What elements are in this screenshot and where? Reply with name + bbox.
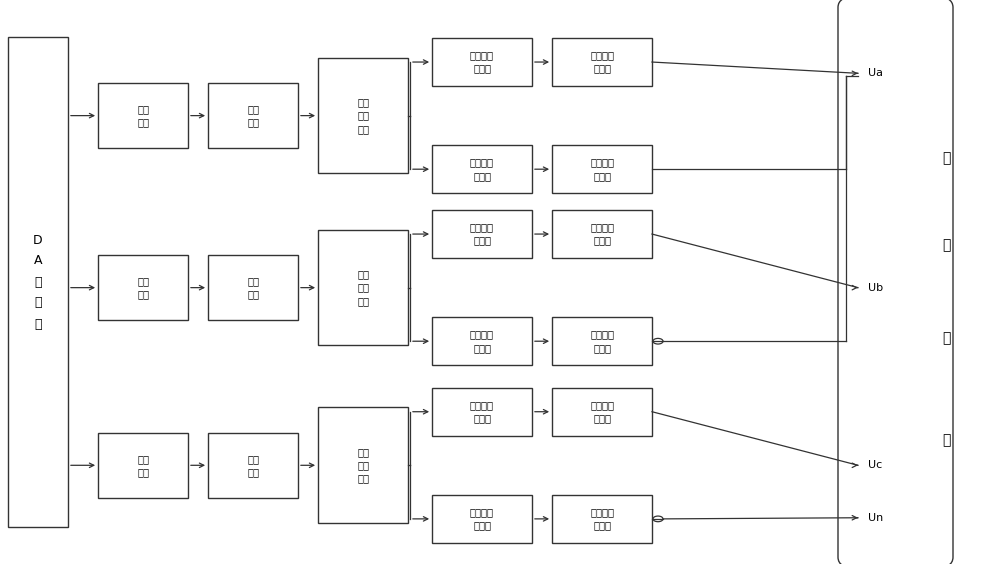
- Text: 第二幅度
放大器: 第二幅度 放大器: [470, 507, 494, 531]
- Bar: [208, 255, 298, 320]
- Text: 桥式
结构
电路: 桥式 结构 电路: [357, 447, 369, 483]
- Text: 第二功率
放大器: 第二功率 放大器: [590, 507, 614, 531]
- FancyBboxPatch shape: [838, 0, 953, 564]
- Text: 隔离
电路: 隔离 电路: [137, 453, 149, 477]
- Text: 第二功率
放大器: 第二功率 放大器: [590, 329, 614, 353]
- Bar: [318, 230, 408, 345]
- Text: Uc: Uc: [868, 460, 882, 470]
- Text: 第二幅度
放大器: 第二幅度 放大器: [470, 157, 494, 181]
- Bar: [432, 388, 532, 435]
- Text: 调理
电路: 调理 电路: [247, 104, 259, 127]
- Bar: [208, 83, 298, 148]
- Bar: [432, 145, 532, 193]
- Text: 出: 出: [942, 433, 950, 447]
- Bar: [432, 317, 532, 365]
- Text: 桥式
结构
电路: 桥式 结构 电路: [357, 270, 369, 306]
- Bar: [552, 495, 652, 543]
- Text: D
A
转
换
器: D A 转 换 器: [33, 233, 43, 331]
- Bar: [98, 255, 188, 320]
- Text: Ua: Ua: [868, 68, 883, 78]
- Bar: [98, 83, 188, 148]
- Text: Ub: Ub: [868, 283, 883, 293]
- Bar: [552, 38, 652, 86]
- Text: 隔离
电路: 隔离 电路: [137, 276, 149, 299]
- Text: 第二幅度
放大器: 第二幅度 放大器: [470, 329, 494, 353]
- Bar: [552, 388, 652, 435]
- Text: 调理
电路: 调理 电路: [247, 453, 259, 477]
- Text: 调理
电路: 调理 电路: [247, 276, 259, 299]
- Bar: [552, 317, 652, 365]
- Bar: [432, 38, 532, 86]
- Bar: [552, 145, 652, 193]
- Text: 第一功率
放大器: 第一功率 放大器: [590, 50, 614, 74]
- Text: Un: Un: [868, 513, 883, 523]
- Text: 电: 电: [942, 151, 950, 165]
- Text: 第一幅度
放大器: 第一幅度 放大器: [470, 50, 494, 74]
- Text: 压: 压: [942, 239, 950, 252]
- Text: 第二功率
放大器: 第二功率 放大器: [590, 157, 614, 181]
- Text: 桥式
结构
电路: 桥式 结构 电路: [357, 98, 369, 134]
- Text: 第一幅度
放大器: 第一幅度 放大器: [470, 400, 494, 424]
- Bar: [98, 433, 188, 498]
- Text: 输: 输: [942, 332, 950, 345]
- Text: 第一功率
放大器: 第一功率 放大器: [590, 222, 614, 246]
- Bar: [318, 58, 408, 174]
- Text: 第一幅度
放大器: 第一幅度 放大器: [470, 222, 494, 246]
- Bar: [208, 433, 298, 498]
- Bar: [8, 37, 68, 527]
- Bar: [318, 407, 408, 523]
- Text: 隔离
电路: 隔离 电路: [137, 104, 149, 127]
- Bar: [432, 495, 532, 543]
- Text: 第一功率
放大器: 第一功率 放大器: [590, 400, 614, 424]
- Bar: [552, 210, 652, 258]
- Bar: [432, 210, 532, 258]
